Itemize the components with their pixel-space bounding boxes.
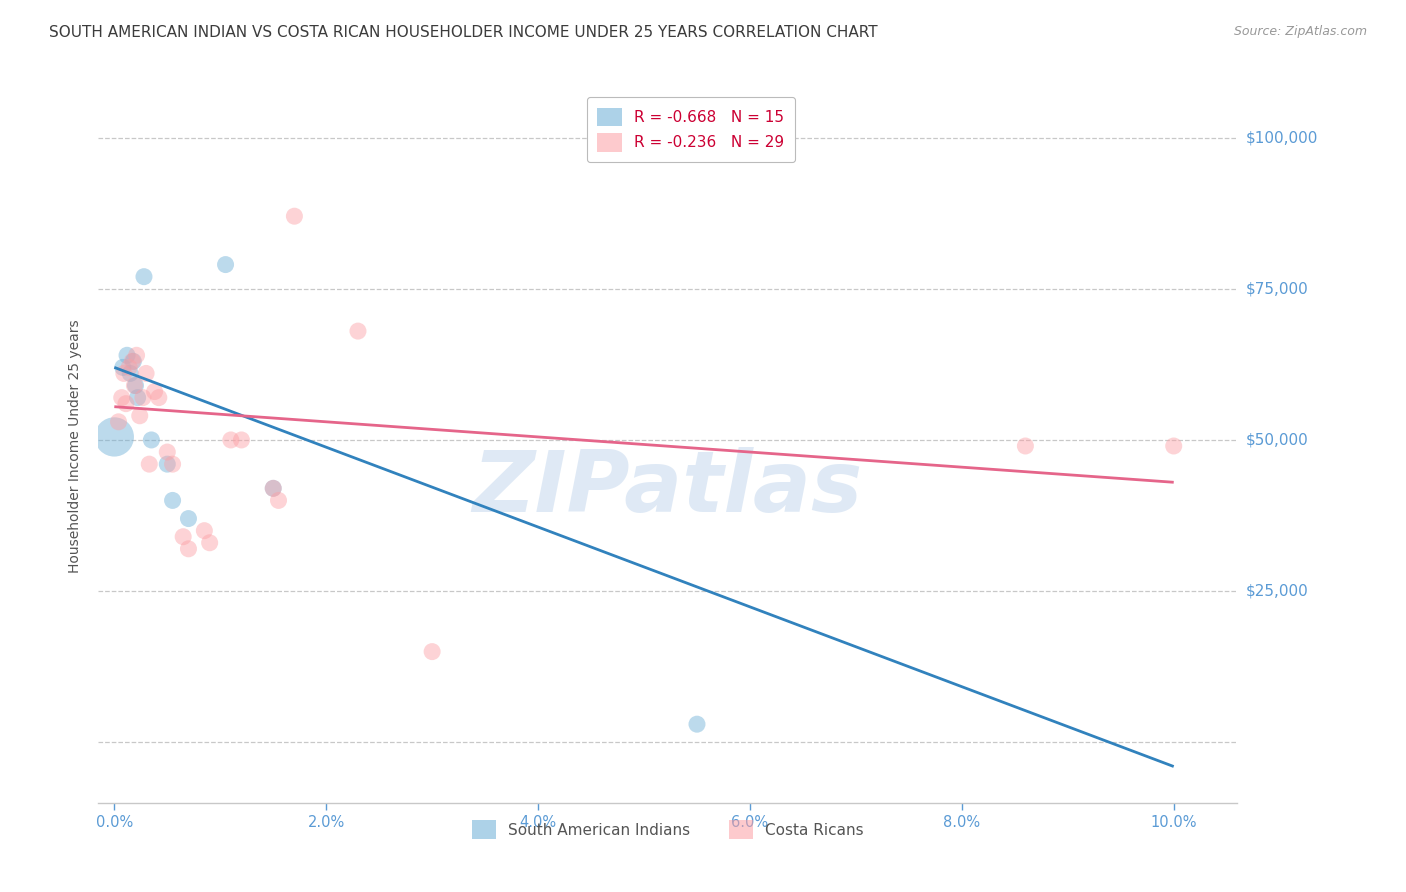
Text: $75,000: $75,000: [1246, 281, 1309, 296]
Text: ZIPatlas: ZIPatlas: [472, 447, 863, 531]
Point: [262, 481, 284, 495]
Point: [103, 430, 125, 444]
Point: [198, 535, 221, 549]
Point: [115, 348, 138, 362]
Point: [112, 367, 135, 381]
Point: [162, 457, 184, 471]
Point: [219, 433, 242, 447]
Point: [135, 367, 157, 381]
Point: [177, 541, 200, 556]
Legend: South American Indians, Costa Ricans: South American Indians, Costa Ricans: [465, 814, 870, 845]
Point: [118, 360, 141, 375]
Point: [686, 717, 709, 731]
Point: [214, 258, 236, 272]
Point: [231, 433, 253, 447]
Point: [127, 391, 149, 405]
Point: [172, 530, 194, 544]
Point: [111, 360, 134, 375]
Point: [143, 384, 166, 399]
Point: [125, 348, 148, 362]
Text: SOUTH AMERICAN INDIAN VS COSTA RICAN HOUSEHOLDER INCOME UNDER 25 YEARS CORRELATI: SOUTH AMERICAN INDIAN VS COSTA RICAN HOU…: [49, 25, 877, 40]
Text: $50,000: $50,000: [1246, 433, 1309, 448]
Point: [1014, 439, 1036, 453]
Point: [156, 445, 179, 459]
Text: $100,000: $100,000: [1246, 130, 1317, 145]
Point: [156, 457, 179, 471]
Point: [141, 433, 163, 447]
Point: [1163, 439, 1185, 453]
Point: [107, 415, 129, 429]
Point: [267, 493, 290, 508]
Point: [283, 209, 305, 223]
Text: Source: ZipAtlas.com: Source: ZipAtlas.com: [1233, 25, 1367, 38]
Point: [124, 378, 146, 392]
Point: [262, 481, 284, 495]
Point: [347, 324, 370, 338]
Point: [148, 391, 170, 405]
Point: [122, 354, 145, 368]
Point: [138, 457, 160, 471]
Text: $25,000: $25,000: [1246, 583, 1309, 599]
Y-axis label: Householder Income Under 25 years: Householder Income Under 25 years: [69, 319, 83, 573]
Point: [177, 511, 200, 525]
Point: [162, 493, 184, 508]
Point: [111, 391, 134, 405]
Point: [420, 645, 443, 659]
Point: [132, 269, 155, 284]
Point: [115, 397, 138, 411]
Point: [124, 378, 146, 392]
Point: [121, 354, 143, 368]
Point: [120, 367, 142, 381]
Point: [132, 391, 155, 405]
Point: [128, 409, 150, 423]
Point: [193, 524, 215, 538]
